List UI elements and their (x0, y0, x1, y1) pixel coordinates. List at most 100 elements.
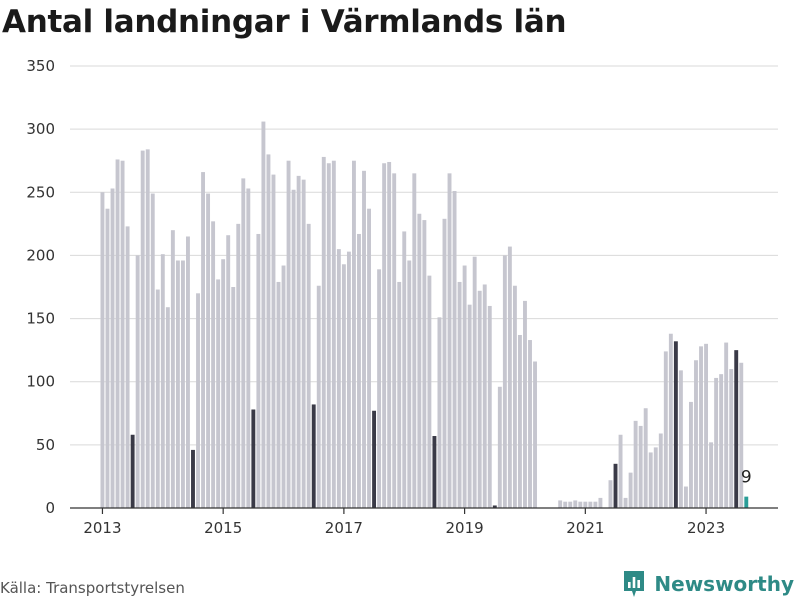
bar (196, 293, 200, 508)
bar (437, 317, 442, 508)
bar (382, 163, 387, 509)
y-tick-label: 0 (45, 499, 55, 517)
bar (306, 223, 311, 508)
bar (598, 497, 603, 508)
bar (286, 160, 291, 508)
bar (457, 281, 462, 508)
bar (221, 259, 226, 508)
bar (397, 281, 402, 508)
bar (377, 269, 382, 508)
bar (739, 362, 744, 508)
bar (678, 370, 683, 508)
bar (357, 233, 361, 508)
bar (296, 175, 301, 508)
bar (517, 334, 522, 508)
bar (326, 163, 331, 509)
bar (487, 305, 492, 508)
bar (663, 351, 668, 508)
bar (658, 433, 663, 508)
bar (346, 251, 351, 508)
bar (432, 436, 437, 508)
bar (497, 386, 502, 508)
bar (563, 501, 568, 508)
bar (492, 505, 497, 508)
bar (135, 255, 140, 508)
bar (653, 447, 658, 508)
bar (316, 285, 321, 508)
bar (578, 501, 583, 508)
bar (140, 150, 145, 508)
bar (201, 172, 205, 508)
bar (145, 149, 150, 508)
bar (673, 341, 678, 508)
x-axis: 2013 2015 2017 2019 2021 2023 (70, 507, 778, 537)
bar (160, 254, 165, 508)
bar (367, 208, 371, 508)
bar (422, 220, 427, 508)
bar (482, 284, 487, 508)
bar (120, 160, 125, 508)
bar (336, 249, 341, 508)
bar (110, 188, 115, 509)
bar (402, 231, 407, 509)
bar (744, 496, 749, 508)
bar (694, 360, 698, 508)
bar (533, 361, 537, 508)
bar (618, 434, 623, 508)
bar (447, 173, 452, 509)
bar (387, 161, 392, 508)
bar (568, 501, 573, 508)
bar (231, 287, 236, 508)
bar (502, 255, 507, 508)
bar (558, 500, 563, 508)
bar (699, 346, 703, 508)
bar (417, 213, 422, 509)
bar (236, 223, 241, 508)
bar (150, 193, 155, 508)
bar (452, 191, 457, 508)
bar (477, 290, 482, 508)
bar (175, 260, 180, 508)
x-tick-label: 2019 (446, 519, 484, 537)
y-tick-label: 300 (26, 120, 55, 138)
latest-value-label: 9 (741, 468, 752, 488)
x-tick-label: 2021 (566, 519, 604, 537)
bar (427, 275, 432, 508)
brand[interactable]: Newsworthy (622, 568, 794, 600)
chart-logo-icon (624, 571, 645, 597)
bar (689, 401, 693, 508)
x-tick-label: 2013 (83, 519, 121, 537)
y-tick-label: 200 (26, 246, 55, 264)
y-tick-label: 50 (36, 436, 55, 454)
bar (583, 501, 588, 508)
bar (648, 452, 653, 508)
bar (186, 236, 190, 508)
bar (507, 246, 512, 509)
bar (105, 208, 110, 508)
bar (100, 192, 105, 509)
bar (125, 226, 130, 508)
bar (261, 121, 266, 509)
bar (226, 235, 231, 509)
bar (165, 307, 170, 508)
bar (372, 410, 377, 508)
x-tick-label: 2017 (325, 519, 363, 537)
bar (130, 434, 135, 508)
bar (709, 442, 714, 508)
bar (211, 221, 216, 508)
bar (734, 350, 739, 508)
bar (241, 178, 246, 508)
bar (593, 501, 598, 508)
bar (276, 281, 281, 508)
bar (246, 188, 251, 509)
bar (623, 497, 628, 508)
bar (523, 300, 527, 508)
bar (362, 170, 366, 508)
bar (633, 420, 638, 508)
bar (331, 160, 336, 508)
bar (352, 160, 356, 508)
bar (668, 333, 673, 508)
bar (170, 230, 175, 508)
bar (281, 265, 286, 508)
